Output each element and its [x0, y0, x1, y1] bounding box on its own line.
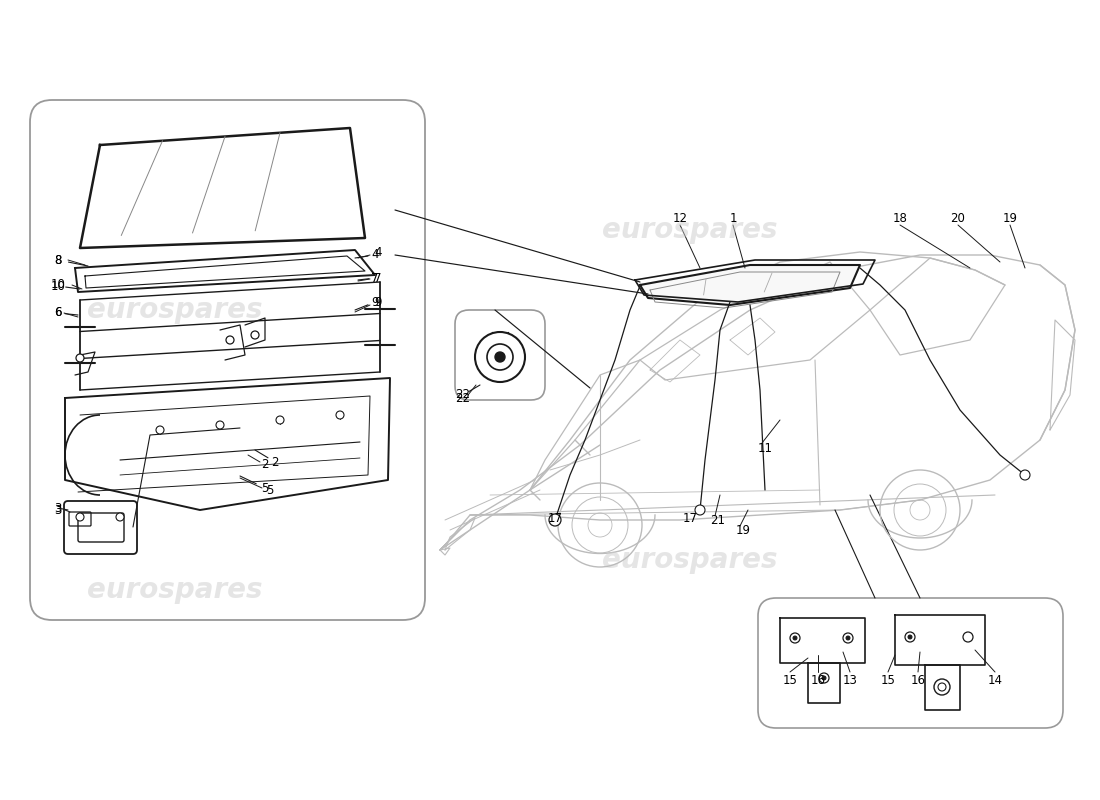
- Text: eurospares: eurospares: [603, 216, 778, 244]
- Text: 17: 17: [682, 511, 697, 525]
- Text: 15: 15: [782, 674, 797, 686]
- Circle shape: [475, 332, 525, 382]
- Text: 11: 11: [758, 442, 772, 454]
- Circle shape: [116, 513, 124, 521]
- Circle shape: [276, 416, 284, 424]
- Text: 15: 15: [881, 674, 895, 686]
- Circle shape: [843, 633, 852, 643]
- Circle shape: [216, 421, 224, 429]
- Circle shape: [793, 636, 798, 640]
- Text: 5: 5: [266, 483, 274, 497]
- Text: 8: 8: [54, 254, 62, 266]
- Text: 2: 2: [272, 455, 278, 469]
- Text: 7: 7: [374, 271, 382, 285]
- Text: 4: 4: [372, 249, 378, 262]
- Text: 22: 22: [455, 391, 471, 405]
- Circle shape: [156, 426, 164, 434]
- Text: 22: 22: [455, 389, 471, 402]
- Text: 9: 9: [372, 295, 378, 309]
- Text: 20: 20: [950, 211, 966, 225]
- Circle shape: [822, 676, 826, 680]
- Text: eurospares: eurospares: [87, 296, 263, 324]
- Text: eurospares: eurospares: [603, 546, 778, 574]
- Text: 14: 14: [988, 674, 1002, 686]
- Text: 5: 5: [262, 482, 268, 494]
- Circle shape: [226, 336, 234, 344]
- Circle shape: [934, 679, 950, 695]
- Text: 10: 10: [51, 279, 65, 293]
- Text: 17: 17: [548, 511, 562, 525]
- Circle shape: [908, 635, 912, 639]
- Circle shape: [695, 505, 705, 515]
- Circle shape: [336, 411, 344, 419]
- Circle shape: [487, 344, 513, 370]
- Text: 7: 7: [372, 271, 378, 285]
- Text: 3: 3: [54, 502, 62, 514]
- Text: 8: 8: [54, 254, 62, 266]
- Text: 21: 21: [711, 514, 726, 526]
- Text: 4: 4: [374, 246, 382, 259]
- Circle shape: [962, 632, 974, 642]
- Text: 13: 13: [843, 674, 857, 686]
- Circle shape: [846, 636, 850, 640]
- Text: 6: 6: [54, 306, 62, 319]
- Polygon shape: [640, 265, 860, 305]
- Circle shape: [1020, 470, 1030, 480]
- Circle shape: [938, 683, 946, 691]
- Text: 2: 2: [262, 458, 268, 471]
- Circle shape: [549, 514, 561, 526]
- Circle shape: [790, 633, 800, 643]
- Text: 10: 10: [51, 278, 65, 291]
- Circle shape: [251, 331, 258, 339]
- Text: 19: 19: [1002, 211, 1018, 225]
- Text: eurospares: eurospares: [87, 576, 263, 604]
- Circle shape: [905, 632, 915, 642]
- Circle shape: [76, 513, 84, 521]
- Text: 1: 1: [729, 211, 737, 225]
- Text: 9: 9: [374, 297, 382, 310]
- Circle shape: [820, 673, 829, 683]
- Text: 18: 18: [892, 211, 907, 225]
- Text: 6: 6: [54, 306, 62, 319]
- Text: 3: 3: [54, 503, 62, 517]
- Text: 12: 12: [672, 211, 688, 225]
- Text: 19: 19: [736, 523, 750, 537]
- Circle shape: [76, 354, 84, 362]
- Text: 16: 16: [811, 674, 825, 686]
- Text: 16: 16: [911, 674, 925, 686]
- Circle shape: [495, 352, 505, 362]
